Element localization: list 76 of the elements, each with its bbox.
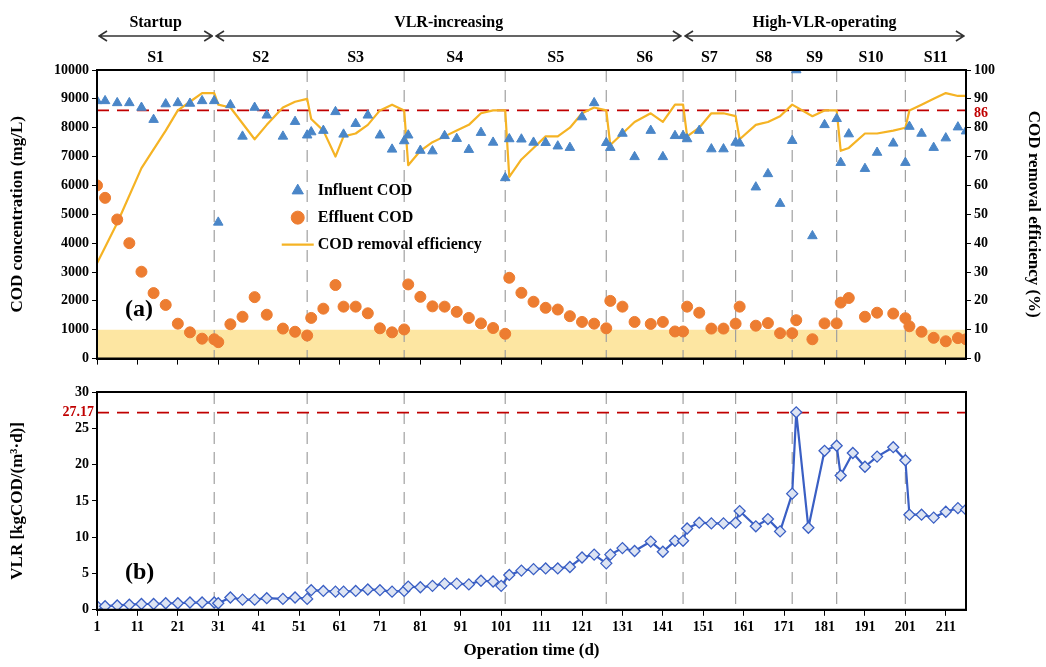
text: S8	[755, 48, 773, 66]
x-tick-label: 161	[733, 618, 755, 634]
x-tick-label: 31	[211, 618, 226, 634]
y-tick-label: 1000	[61, 321, 89, 337]
y2-tick-label: 80	[974, 119, 988, 135]
text: S3	[347, 48, 365, 66]
text: S6	[636, 48, 654, 66]
y-tick-label: 4000	[61, 234, 89, 250]
x-tick-label: 191	[854, 618, 876, 634]
x-tick-label: 211	[935, 618, 956, 634]
x-tick-label: 181	[814, 618, 836, 634]
x-tick-label: 101	[490, 618, 512, 634]
text: S2	[252, 48, 270, 66]
x-tick-label: 121	[571, 618, 593, 634]
x-tick-label: 81	[413, 618, 428, 634]
y-axis-title: COD concentration (mg/L)	[6, 116, 26, 313]
ref-line-label: 27.17	[62, 404, 94, 420]
y-tick-label: 8000	[61, 119, 89, 135]
x-tick-label: 111	[531, 618, 552, 634]
y2-tick-label: 60	[974, 177, 988, 193]
y2-tick-label: 20	[974, 292, 988, 308]
text: S4	[446, 48, 464, 66]
y-axis-title: VLR [kgCOD/(m³·d)]	[6, 422, 26, 580]
y-tick-label: 20	[75, 456, 89, 472]
y-tick-label: 15	[75, 492, 89, 508]
text: S7	[700, 48, 718, 66]
y-tick-label: 10000	[54, 61, 89, 77]
legend-label: Influent COD	[317, 180, 413, 198]
x-tick-label: 1	[93, 618, 101, 634]
y2-tick-label: 0	[974, 350, 981, 366]
y-tick-label: 0	[82, 601, 89, 617]
y-tick-label: 30	[75, 383, 89, 399]
annotation: (b)	[125, 557, 155, 584]
ref-line-label: 86	[974, 105, 988, 121]
text: S9	[805, 48, 823, 66]
y-tick-label: 6000	[61, 177, 89, 193]
y2-tick-label: 40	[974, 234, 988, 250]
x-tick-label: 171	[773, 618, 795, 634]
text: S11	[923, 48, 948, 66]
text: S1	[147, 48, 165, 66]
x-tick-label: 71	[372, 618, 387, 634]
y-tick-label: 10	[75, 528, 89, 544]
text: VLR-increasing	[394, 13, 504, 32]
y2-tick-label: 100	[974, 61, 995, 77]
text: High-VLR-operating	[752, 13, 897, 32]
x-tick-label: 201	[894, 618, 916, 634]
x-tick-label: 51	[292, 618, 307, 634]
y2-tick-label: 70	[974, 148, 988, 164]
y2-tick-label: 50	[974, 205, 988, 221]
y-tick-label: 25	[75, 419, 89, 435]
y2-axis-title: COD removal efficiency (%)	[1025, 110, 1045, 318]
annotation: (a)	[125, 294, 153, 321]
x-tick-label: 141	[652, 618, 674, 634]
x-tick-label: 61	[332, 618, 347, 634]
y2-tick-label: 30	[974, 263, 988, 279]
y-tick-label: 7000	[61, 148, 89, 164]
x-tick-label: 91	[453, 618, 468, 634]
x-axis-title: Operation time (d)	[463, 640, 600, 660]
x-tick-label: 151	[692, 618, 714, 634]
y-tick-label: 5000	[61, 205, 89, 221]
y-tick-label: 3000	[61, 263, 89, 279]
y-tick-label: 0	[82, 350, 89, 366]
y-tick-label: 9000	[61, 90, 89, 106]
x-tick-label: 41	[251, 618, 266, 634]
text: S5	[547, 48, 565, 66]
x-tick-label: 11	[130, 618, 145, 634]
x-tick-label: 21	[170, 618, 185, 634]
y-tick-label: 2000	[61, 292, 89, 308]
text: Startup	[129, 13, 182, 32]
y2-tick-label: 10	[974, 321, 988, 337]
legend-label: Effluent COD	[317, 207, 414, 225]
y2-tick-label: 90	[974, 90, 988, 106]
text: S10	[858, 48, 884, 66]
y-tick-label: 5	[82, 565, 89, 581]
legend-label: COD removal efficiency	[317, 234, 482, 253]
x-tick-label: 131	[611, 618, 633, 634]
